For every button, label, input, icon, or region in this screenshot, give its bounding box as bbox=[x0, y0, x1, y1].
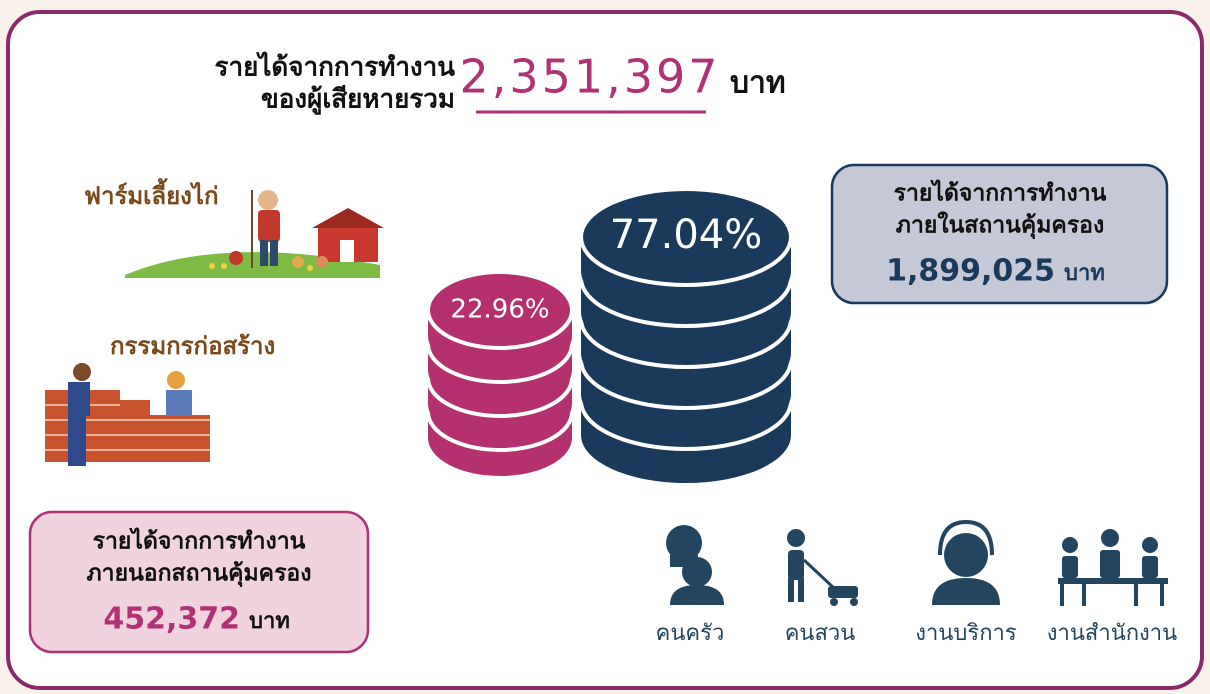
job-label: คนสวน bbox=[785, 621, 856, 646]
chef-icon bbox=[666, 525, 724, 605]
box-line: ภายนอกสถานคุ้มครอง bbox=[87, 561, 312, 588]
coin bbox=[426, 270, 574, 350]
box-line: ภายในสถานคุ้มครอง bbox=[896, 211, 1104, 240]
job-label: งานบริการ bbox=[915, 621, 1017, 646]
inside-box bbox=[830, 163, 1169, 305]
gardener-icon bbox=[787, 529, 858, 606]
percent-label: 22.96% bbox=[450, 295, 549, 325]
job-label: งานสำนักงาน bbox=[1047, 621, 1177, 646]
header-line: ของผู้เสียหายรวม bbox=[261, 85, 455, 116]
box-unit: บาท bbox=[249, 609, 290, 634]
box-line: รายได้จากการทำงาน bbox=[93, 527, 306, 555]
farm-illustration bbox=[125, 190, 384, 278]
percent-label: 77.04% bbox=[610, 212, 763, 258]
coin-stacks bbox=[426, 187, 793, 483]
box-amount: 452,372 bbox=[103, 602, 240, 637]
office-icon bbox=[1058, 529, 1168, 606]
unit: บาท bbox=[730, 66, 786, 101]
coin bbox=[579, 187, 793, 287]
box-unit: บาท bbox=[1064, 261, 1105, 286]
job-label: กรรมกรก่อสร้าง bbox=[110, 332, 275, 360]
job-icons bbox=[666, 519, 1168, 606]
service-icon bbox=[932, 519, 1000, 605]
box-amount: 1,899,025 bbox=[886, 254, 1055, 289]
outside-box bbox=[28, 510, 370, 654]
header-line: รายได้จากการทำงาน bbox=[215, 51, 456, 83]
job-label: ฟาร์มเลี้ยงไก่ bbox=[84, 177, 218, 210]
job-label: คนครัว bbox=[656, 621, 725, 646]
box-line: รายได้จากการทำงาน bbox=[894, 179, 1107, 207]
total-amount: 2,351,397 bbox=[459, 50, 720, 104]
construction-illustration bbox=[45, 363, 210, 466]
